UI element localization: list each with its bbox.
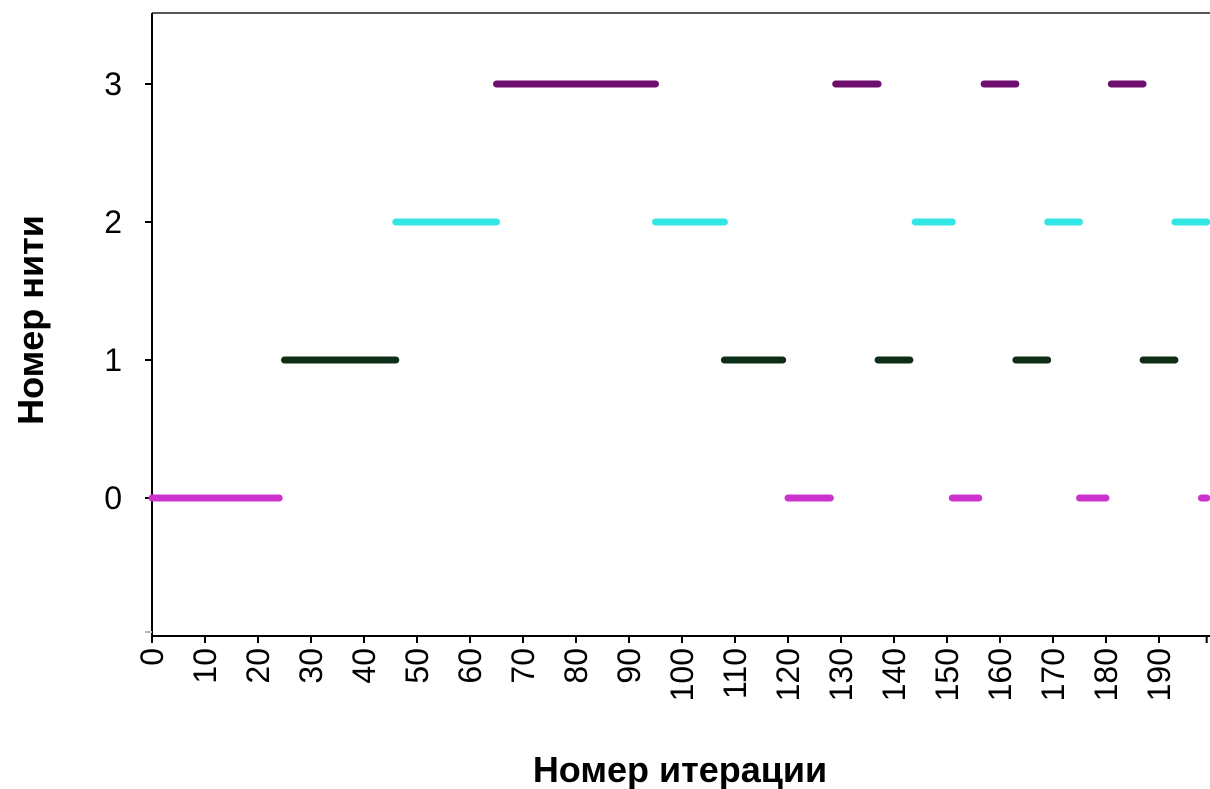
x-tick-label: 0 — [134, 648, 170, 666]
x-tick-label: 170 — [1035, 648, 1071, 701]
x-tick-label: 10 — [187, 648, 223, 684]
y-tick-label: 0 — [104, 480, 122, 516]
x-tick-label: 120 — [770, 648, 806, 701]
x-tick-label: 20 — [240, 648, 276, 684]
thread-segments — [148, 80, 1210, 502]
y-tick-label: 2 — [104, 204, 122, 240]
y-axis-title: Номер нити — [10, 215, 51, 425]
x-tick-label: 30 — [293, 648, 329, 684]
x-tick-label: 140 — [876, 648, 912, 701]
x-tick-label: 160 — [982, 648, 1018, 701]
y-tick-label: 3 — [104, 66, 122, 102]
x-tick-label: 190 — [1141, 648, 1177, 701]
y-axis-ticks: 0 1 2 3 — [104, 66, 152, 633]
x-tick-label: 180 — [1088, 648, 1124, 701]
x-tick-label: 60 — [452, 648, 488, 684]
x-axis-ticks: 0 10 20 30 40 50 60 70 80 90 100 110 120 130 140 150 160… — [134, 636, 1208, 701]
x-tick-label: 110 — [717, 648, 753, 699]
x-tick-label: 150 — [929, 648, 965, 701]
x-tick-label: 130 — [823, 648, 859, 701]
x-tick-label: 80 — [558, 648, 594, 684]
x-tick-label: 90 — [611, 648, 647, 684]
plot-frame — [151, 12, 1210, 637]
x-tick-label: 50 — [399, 648, 435, 684]
x-tick-label: 70 — [505, 648, 541, 684]
x-tick-label: 100 — [664, 648, 700, 701]
x-axis-title: Номер итерации — [533, 749, 827, 789]
y-tick-label: 1 — [104, 342, 122, 378]
x-tick-label: 40 — [346, 648, 382, 684]
